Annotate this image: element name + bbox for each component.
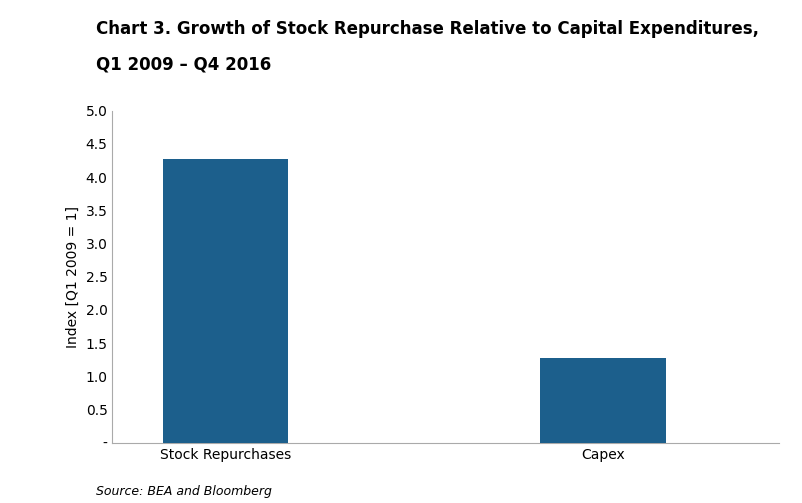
Bar — [163, 159, 288, 443]
Text: Q1 2009 – Q4 2016: Q1 2009 – Q4 2016 — [96, 55, 271, 73]
Text: Chart 3. Growth of Stock Repurchase Relative to Capital Expenditures,: Chart 3. Growth of Stock Repurchase Rela… — [96, 20, 759, 38]
Text: Source: BEA and Bloomberg: Source: BEA and Bloomberg — [96, 485, 272, 498]
Bar — [539, 358, 665, 443]
Y-axis label: Index [Q1 2009 = 1]: Index [Q1 2009 = 1] — [66, 206, 80, 348]
